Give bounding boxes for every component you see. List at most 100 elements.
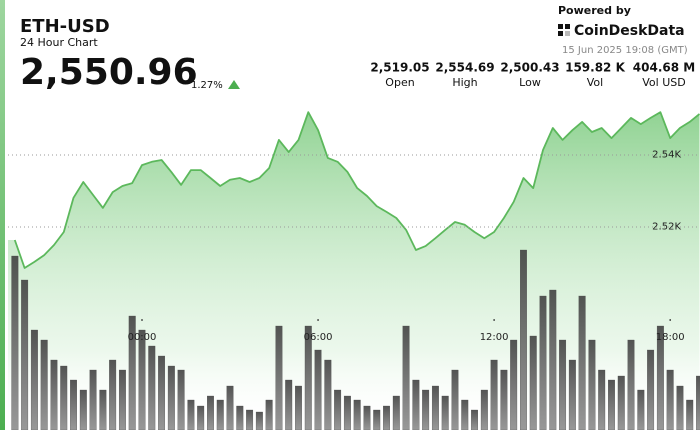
symbol: ETH-USD: [20, 16, 110, 37]
volume-bar: [402, 325, 410, 430]
volume-bar: [363, 405, 371, 430]
y-tick-label: 2.52K: [652, 221, 681, 232]
volume-bar: [490, 359, 498, 430]
volume-bar: [216, 399, 224, 430]
volume-bar: [529, 335, 537, 430]
volume-bar: [383, 405, 390, 430]
timestamp: 15 Jun 2025 19:08 (GMT): [562, 45, 688, 56]
volume-bar: [207, 395, 214, 430]
stat-value: 404.68 M: [633, 61, 695, 75]
accent-bar: [0, 0, 5, 430]
volume-bar: [578, 295, 586, 430]
volume-bar: [109, 359, 117, 430]
stat-value: 2,519.05: [370, 61, 429, 75]
volume-bar: [324, 359, 332, 430]
volume-bar: [79, 389, 87, 430]
x-tick-label: 00:00: [128, 332, 157, 343]
stat-label: Vol USD: [642, 76, 685, 89]
volume-bar: [285, 379, 293, 430]
volume-bar: [559, 339, 567, 430]
volume-bar: [295, 385, 302, 430]
volume-bar: [334, 389, 342, 430]
volume-bar: [138, 329, 146, 430]
volume-bar: [226, 385, 234, 430]
volume-bar: [265, 399, 273, 430]
stat-value: 2,500.43: [500, 61, 559, 75]
volume-bar: [500, 369, 508, 430]
volume-bar: [647, 349, 655, 430]
volume-bar: [549, 289, 557, 430]
price-line: [13, 111, 700, 269]
stat-label: Vol: [587, 76, 603, 89]
volume-bar: [441, 395, 449, 430]
brand: CoinDeskData: [574, 23, 685, 39]
brand-logo: [558, 24, 570, 36]
volume-bar: [99, 389, 107, 430]
volume-bar: [246, 409, 254, 430]
volume-bar: [148, 345, 156, 430]
volume-bar: [676, 385, 684, 430]
volume-bar: [422, 389, 430, 430]
volume-bar: [471, 409, 478, 430]
volume-bar: [118, 369, 126, 430]
volume-bar: [197, 405, 205, 430]
volume-bar: [167, 365, 175, 430]
volume-bar: [255, 411, 263, 430]
stat-label: High: [452, 76, 477, 89]
volume-bar: [696, 375, 700, 430]
volume-bar: [353, 399, 361, 430]
volume-bar: [314, 349, 322, 430]
volume-bar: [373, 409, 381, 430]
volume-bar: [431, 385, 439, 430]
volume-bar: [304, 325, 312, 430]
volume-bar: [608, 379, 615, 430]
volume-bar: [187, 399, 195, 430]
volume-bar: [686, 399, 694, 430]
volume-bar: [70, 379, 77, 430]
volume-bar: [539, 295, 547, 430]
volume-bar: [60, 365, 68, 430]
volume-bar: [510, 339, 518, 430]
stat-value: 159.82 K: [565, 61, 625, 75]
y-tick-label: 2.54K: [652, 150, 681, 161]
axis-layer: 2.52K 2.54K 00:00 06:00 12:00 18:00: [8, 150, 700, 343]
subtitle: 24 Hour Chart: [20, 36, 98, 49]
stat-label: Open: [385, 76, 414, 89]
volume-bar: [412, 379, 420, 430]
volume-bar: [177, 369, 185, 430]
volume-bar: [617, 375, 625, 430]
x-tick-label: 06:00: [304, 332, 333, 343]
volume-bar: [666, 369, 674, 430]
volume-bar: [451, 369, 459, 430]
volume-bar: [236, 405, 244, 430]
volume-bar: [50, 359, 58, 430]
volume-bar: [637, 389, 645, 430]
volume-bar: [343, 395, 351, 430]
change: 1.27%: [191, 80, 223, 91]
price: 2,550.96: [20, 52, 198, 93]
volume-bar: [40, 339, 48, 430]
volume-bar: [588, 339, 596, 430]
stat-value: 2,554.69: [435, 61, 494, 75]
volume-bar: [568, 359, 576, 430]
volume-bar: [627, 339, 635, 430]
volume-bar: [461, 399, 469, 430]
volume-layer: [11, 249, 700, 430]
volume-bar: [11, 255, 19, 430]
x-tick-label: 12:00: [480, 332, 509, 343]
volume-bar: [275, 325, 283, 430]
volume-bar: [30, 329, 38, 430]
up-arrow: [228, 80, 240, 89]
volume-bar: [21, 279, 29, 430]
x-tick-label: 18:00: [656, 332, 685, 343]
volume-bar: [598, 369, 606, 430]
volume-bar: [128, 315, 136, 430]
volume-bar: [89, 369, 97, 430]
powered-by: Powered by: [558, 4, 631, 17]
volume-bar: [392, 395, 400, 430]
volume-bar: [520, 249, 527, 430]
line-layer: [13, 111, 700, 269]
volume-bar: [480, 389, 488, 430]
